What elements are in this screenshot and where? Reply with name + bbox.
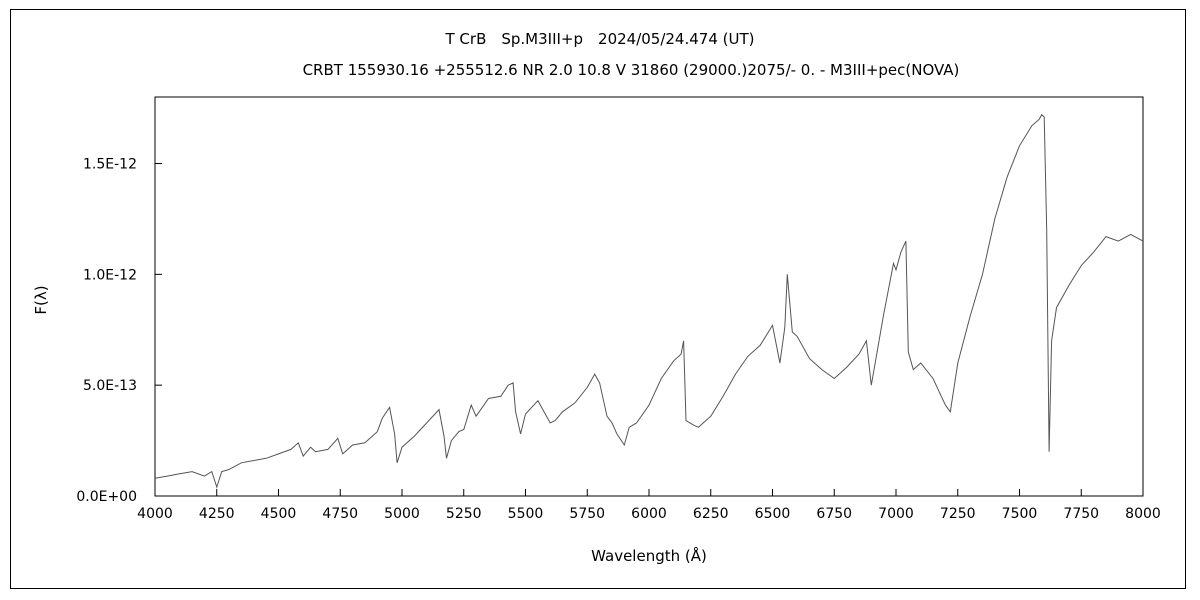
y-tick-label: 1.5E-12 — [83, 157, 137, 173]
x-tick-label: 6250 — [693, 506, 729, 522]
spectrum-line — [154, 113, 1144, 489]
x-tick-label: 5500 — [508, 506, 544, 522]
y-axis: 0.0E+00 5.0E-13 1.0E-12 1.5E-12 — [76, 157, 162, 505]
x-tick-label: 4750 — [322, 506, 358, 522]
y-tick-label: 0.0E+00 — [76, 489, 137, 505]
x-tick-label: 4500 — [261, 506, 297, 522]
x-tick-label: 8000 — [1125, 506, 1161, 522]
y-tick-label: 1.0E-12 — [83, 267, 137, 283]
x-tick-label: 4250 — [199, 506, 235, 522]
spectrum-chart: T CrB Sp.M3III+p 2024/05/24.474 (UT) CRB… — [32, 30, 1161, 565]
x-axis-label: Wavelength (Å) — [591, 546, 707, 565]
x-tick-label: 7750 — [1063, 506, 1099, 522]
x-tick-label: 4000 — [137, 506, 173, 522]
x-tick-label: 6750 — [816, 506, 852, 522]
x-tick-label: 7500 — [1002, 506, 1038, 522]
y-tick-label: 5.0E-13 — [83, 378, 137, 394]
x-tick-label: 5000 — [384, 506, 420, 522]
x-tick-label: 7250 — [940, 506, 976, 522]
x-tick-label: 6500 — [755, 506, 791, 522]
x-axis: 4000 4250 4500 4750 5000 5250 5500 5750 6000 6250… — [137, 489, 1161, 522]
chart-subtitle: CRBT 155930.16 +255512.6 NR 2.0 10.8 V 3… — [303, 61, 960, 79]
y-axis-label: F(λ) — [32, 285, 50, 314]
x-tick-label: 5250 — [446, 506, 482, 522]
chart-title: T CrB Sp.M3III+p 2024/05/24.474 (UT) — [445, 30, 755, 48]
x-tick-label: 6000 — [631, 506, 667, 522]
chart-frame: T CrB Sp.M3III+p 2024/05/24.474 (UT) CRB… — [10, 9, 1186, 589]
x-tick-label: 7000 — [878, 506, 914, 522]
plot-area — [154, 96, 1144, 497]
x-tick-label: 5750 — [569, 506, 605, 522]
